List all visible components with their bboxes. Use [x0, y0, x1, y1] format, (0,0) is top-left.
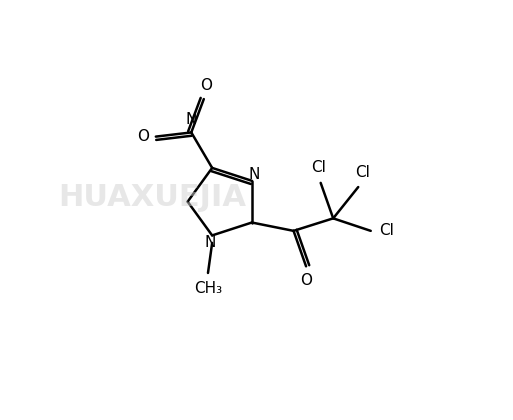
- Text: N: N: [248, 167, 260, 182]
- Text: Cl: Cl: [355, 165, 370, 179]
- Text: Cl: Cl: [311, 160, 326, 176]
- Text: O: O: [200, 78, 212, 93]
- Text: O: O: [300, 273, 312, 288]
- Text: CH₃: CH₃: [194, 281, 222, 296]
- Text: N: N: [186, 113, 197, 127]
- Text: O: O: [137, 129, 150, 144]
- Text: Cl: Cl: [379, 223, 394, 239]
- Text: HUAXUEJIA: HUAXUEJIA: [58, 183, 246, 212]
- Text: N: N: [204, 236, 216, 250]
